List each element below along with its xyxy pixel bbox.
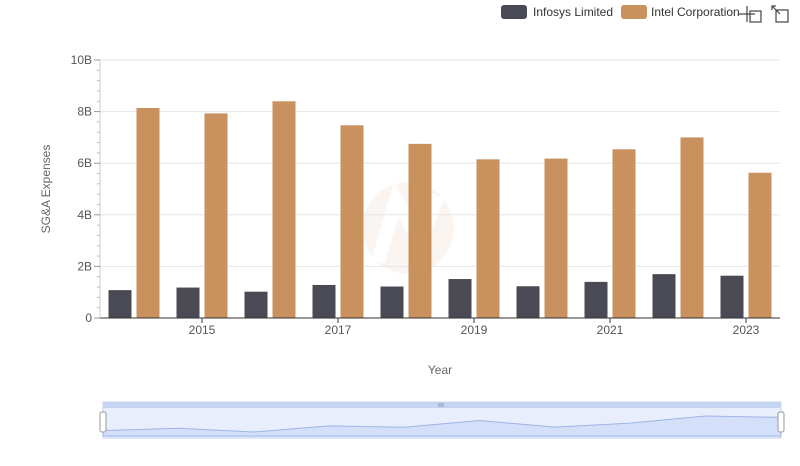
y-tick-label: 2B [77, 259, 92, 273]
x-tick-label: 2017 [325, 323, 352, 337]
bar-infosys-2019[interactable] [448, 279, 472, 318]
bar-intel-2023[interactable] [748, 172, 772, 318]
navigator-left-handle[interactable] [99, 411, 107, 433]
y-axis-tick-labels: 0 2B 4B 6B 8B 10B [71, 53, 100, 325]
bar-intel-2017[interactable] [340, 125, 364, 318]
watermark-logo [362, 182, 454, 274]
bar-infosys-2016[interactable] [244, 291, 268, 318]
navigator-grip-icon[interactable] [438, 403, 444, 407]
legend-swatch-intel [621, 5, 647, 19]
navigator-right-handle[interactable] [777, 411, 785, 433]
bar-infosys-2017[interactable] [312, 284, 336, 318]
bar-infosys-2020[interactable] [516, 286, 540, 318]
bar-intel-2021[interactable] [612, 149, 636, 318]
x-tick-label: 2023 [733, 323, 760, 337]
legend-label-infosys: Infosys Limited [533, 5, 613, 19]
legend-item-intel[interactable]: Intel Corporation [621, 5, 740, 19]
bar-intel-2014[interactable] [136, 107, 160, 318]
bar-intel-2022[interactable] [680, 137, 704, 318]
y-tick-label: 6B [77, 156, 92, 170]
range-navigator[interactable] [99, 401, 785, 439]
legend: Infosys Limited Intel Corporation [501, 5, 740, 19]
bars [108, 101, 772, 318]
bar-infosys-2014[interactable] [108, 290, 132, 318]
y-tick-label: 10B [71, 53, 92, 67]
x-tick-label: 2019 [461, 323, 488, 337]
bar-intel-2016[interactable] [272, 101, 296, 318]
legend-swatch-infosys [501, 5, 527, 19]
bar-infosys-2022[interactable] [652, 274, 676, 318]
zoom-reset-icon[interactable] [771, 5, 789, 23]
legend-label-intel: Intel Corporation [651, 5, 740, 19]
legend-item-infosys[interactable]: Infosys Limited [501, 5, 613, 19]
bar-intel-2019[interactable] [476, 159, 500, 318]
x-axis-tick-labels: 2015 2017 2019 2021 2023 [189, 318, 760, 337]
x-tick-label: 2021 [597, 323, 624, 337]
zoom-select-icon[interactable] [739, 6, 762, 23]
bar-infosys-2018[interactable] [380, 286, 404, 318]
grid-lines [100, 59, 780, 267]
bar-infosys-2021[interactable] [584, 281, 608, 318]
bar-intel-2018[interactable] [408, 143, 432, 318]
navigator-top-bar[interactable] [103, 402, 781, 408]
x-axis-title: Year [428, 363, 452, 377]
y-tick-label: 0 [85, 311, 92, 325]
bar-intel-2020[interactable] [544, 158, 568, 318]
bar-infosys-2023[interactable] [720, 275, 744, 318]
y-tick-label: 8B [77, 105, 92, 119]
y-tick-label: 4B [77, 208, 92, 222]
bar-intel-2015[interactable] [204, 113, 228, 318]
y-axis-title: SG&A Expenses [39, 145, 53, 234]
x-tick-label: 2015 [189, 323, 216, 337]
bar-infosys-2015[interactable] [176, 287, 200, 318]
